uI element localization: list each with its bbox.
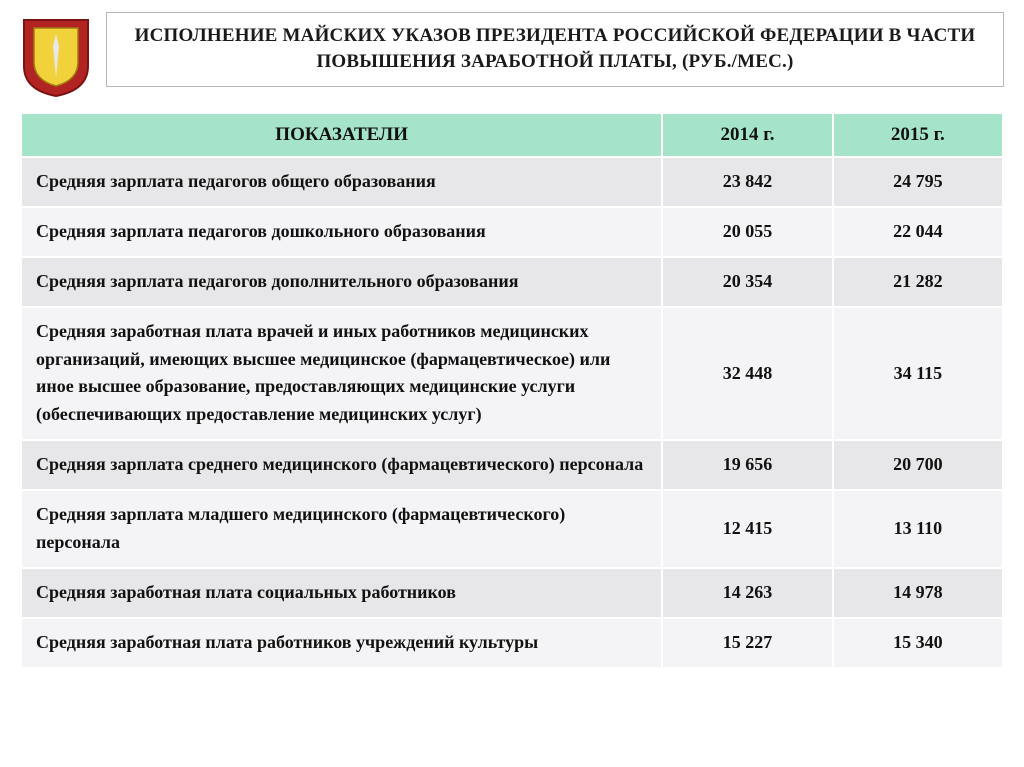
- salary-table: ПОКАЗАТЕЛИ 2014 г. 2015 г. Средняя зарпл…: [20, 112, 1004, 669]
- table-body: Средняя зарплата педагогов общего образо…: [21, 157, 1003, 668]
- cell-label: Средняя зарплата педагогов общего образо…: [21, 157, 662, 207]
- cell-2014: 12 415: [662, 490, 832, 568]
- cell-label: Средняя зарплата педагогов дошкольного о…: [21, 207, 662, 257]
- table-row: Средняя зарплата младшего медицинского (…: [21, 490, 1003, 568]
- cell-2015: 21 282: [833, 257, 1003, 307]
- col-header-2014: 2014 г.: [662, 113, 832, 157]
- table-row: Средняя зарплата педагогов дошкольного о…: [21, 207, 1003, 257]
- col-header-2015: 2015 г.: [833, 113, 1003, 157]
- table-row: Средняя зарплата педагогов общего образо…: [21, 157, 1003, 207]
- cell-2015: 20 700: [833, 440, 1003, 490]
- region-emblem-icon: [20, 16, 92, 98]
- col-header-indicator: ПОКАЗАТЕЛИ: [21, 113, 662, 157]
- cell-2015: 14 978: [833, 568, 1003, 618]
- cell-2015: 34 115: [833, 307, 1003, 441]
- header: ИСПОЛНЕНИЕ МАЙСКИХ УКАЗОВ ПРЕЗИДЕНТА РОС…: [20, 12, 1004, 98]
- cell-2014: 14 263: [662, 568, 832, 618]
- cell-2015: 22 044: [833, 207, 1003, 257]
- title-box: ИСПОЛНЕНИЕ МАЙСКИХ УКАЗОВ ПРЕЗИДЕНТА РОС…: [106, 12, 1004, 87]
- table-row: Средняя заработная плата врачей и иных р…: [21, 307, 1003, 441]
- table-row: Средняя зарплата среднего медицинского (…: [21, 440, 1003, 490]
- cell-2015: 24 795: [833, 157, 1003, 207]
- table-header-row: ПОКАЗАТЕЛИ 2014 г. 2015 г.: [21, 113, 1003, 157]
- table-row: Средняя заработная плата социальных рабо…: [21, 568, 1003, 618]
- cell-label: Средняя зарплата младшего медицинского (…: [21, 490, 662, 568]
- cell-2014: 20 055: [662, 207, 832, 257]
- cell-2014: 19 656: [662, 440, 832, 490]
- table-row: Средняя заработная плата работников учре…: [21, 618, 1003, 668]
- cell-2014: 23 842: [662, 157, 832, 207]
- cell-label: Средняя зарплата среднего медицинского (…: [21, 440, 662, 490]
- table-row: Средняя зарплата педагогов дополнительно…: [21, 257, 1003, 307]
- cell-label: Средняя зарплата педагогов дополнительно…: [21, 257, 662, 307]
- cell-label: Средняя заработная плата работников учре…: [21, 618, 662, 668]
- cell-2015: 15 340: [833, 618, 1003, 668]
- cell-2015: 13 110: [833, 490, 1003, 568]
- page-title: ИСПОЛНЕНИЕ МАЙСКИХ УКАЗОВ ПРЕЗИДЕНТА РОС…: [121, 23, 989, 74]
- cell-2014: 15 227: [662, 618, 832, 668]
- cell-2014: 20 354: [662, 257, 832, 307]
- cell-label: Средняя заработная плата социальных рабо…: [21, 568, 662, 618]
- cell-label: Средняя заработная плата врачей и иных р…: [21, 307, 662, 441]
- cell-2014: 32 448: [662, 307, 832, 441]
